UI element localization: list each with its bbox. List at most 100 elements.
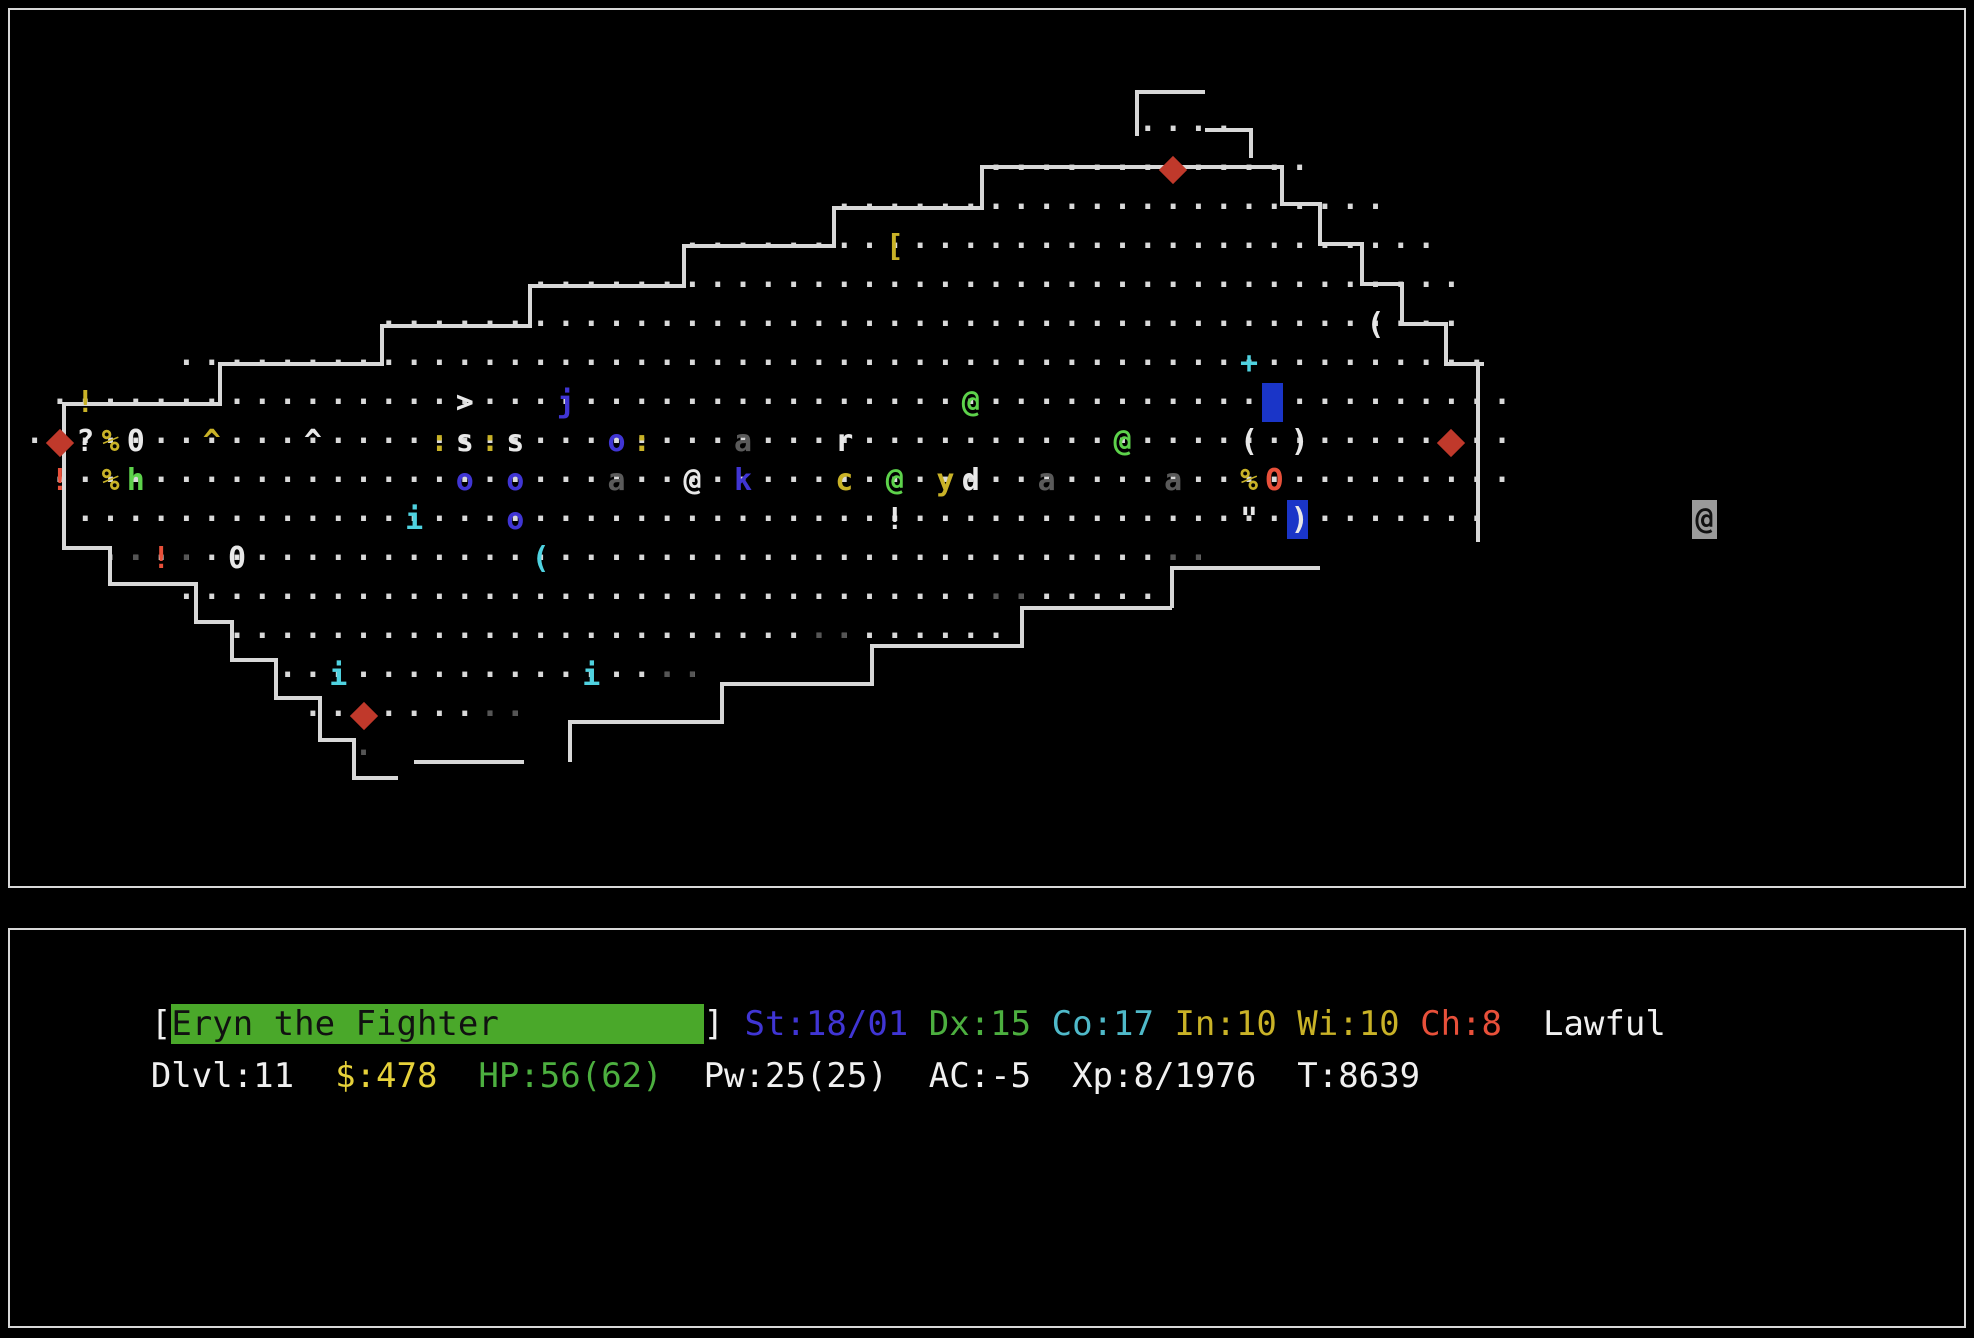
floor-tile[interactable]: · bbox=[658, 424, 677, 459]
floor-tile[interactable]: · bbox=[506, 502, 525, 537]
floor-tile-dim[interactable]: · bbox=[506, 697, 525, 732]
floor-tile[interactable]: · bbox=[1189, 424, 1208, 459]
floor-tile[interactable]: · bbox=[1113, 346, 1132, 381]
floor-tile[interactable]: · bbox=[1366, 424, 1385, 459]
spider[interactable]: s bbox=[506, 424, 525, 459]
floor-tile[interactable]: · bbox=[379, 541, 398, 576]
floor-tile[interactable]: · bbox=[961, 580, 980, 615]
floor-tile[interactable]: · bbox=[1265, 190, 1284, 225]
floor-tile[interactable]: · bbox=[835, 229, 854, 264]
floor-tile[interactable]: · bbox=[303, 385, 322, 420]
floor-tile[interactable]: · bbox=[1189, 502, 1208, 537]
floor-tile-dim[interactable]: · bbox=[354, 736, 373, 771]
floor-tile[interactable]: · bbox=[1265, 268, 1284, 303]
floor-tile[interactable]: · bbox=[354, 658, 373, 693]
floor-tile[interactable]: · bbox=[278, 424, 297, 459]
floor-tile[interactable]: · bbox=[607, 658, 626, 693]
floor-tile[interactable]: · bbox=[1315, 463, 1334, 498]
floor-tile[interactable]: · bbox=[734, 619, 753, 654]
floor-tile[interactable]: · bbox=[1113, 463, 1132, 498]
floor-tile[interactable]: · bbox=[885, 307, 904, 342]
floor-tile[interactable]: · bbox=[1366, 385, 1385, 420]
floor-tile[interactable]: · bbox=[885, 385, 904, 420]
floor-tile[interactable]: · bbox=[1240, 229, 1259, 264]
floor-tile[interactable]: · bbox=[1138, 307, 1157, 342]
floor-tile[interactable]: · bbox=[329, 541, 348, 576]
floor-tile[interactable]: · bbox=[1037, 307, 1056, 342]
food-item[interactable]: % bbox=[1240, 463, 1259, 498]
floor-tile[interactable]: · bbox=[1189, 385, 1208, 420]
floor-tile[interactable]: · bbox=[177, 463, 196, 498]
floor-tile[interactable]: · bbox=[531, 307, 550, 342]
floor-tile[interactable]: · bbox=[1088, 190, 1107, 225]
floor-tile[interactable]: · bbox=[683, 658, 702, 693]
floor-tile[interactable]: · bbox=[228, 541, 247, 576]
floor-tile[interactable]: · bbox=[961, 346, 980, 381]
floor-tile[interactable]: · bbox=[1189, 190, 1208, 225]
floor-tile[interactable]: · bbox=[1391, 385, 1410, 420]
floor-tile[interactable]: · bbox=[152, 502, 171, 537]
floor-tile[interactable]: · bbox=[1391, 502, 1410, 537]
floor-tile[interactable]: · bbox=[329, 619, 348, 654]
floor-tile[interactable]: · bbox=[556, 385, 575, 420]
floor-tile[interactable]: · bbox=[936, 541, 955, 576]
floor-tile[interactable]: · bbox=[1138, 112, 1157, 147]
floor-tile[interactable]: · bbox=[1189, 307, 1208, 342]
floor-tile[interactable]: · bbox=[734, 541, 753, 576]
floor-tile[interactable]: · bbox=[253, 580, 272, 615]
map-panel[interactable]: · · · · · · · · · · · · · · · · · · · · · · · · · · · · · · · · · · · · · · · ·… bbox=[8, 8, 1966, 888]
green-human[interactable]: @ bbox=[1113, 424, 1132, 459]
floor-tile[interactable]: · bbox=[379, 580, 398, 615]
floor-tile[interactable]: · bbox=[1062, 268, 1081, 303]
floor-tile[interactable]: · bbox=[784, 346, 803, 381]
floor-tile[interactable]: · bbox=[481, 580, 500, 615]
floor-tile[interactable]: · bbox=[1417, 502, 1436, 537]
floor-tile[interactable]: · bbox=[911, 463, 930, 498]
floor-tile[interactable]: · bbox=[911, 307, 930, 342]
floor-tile[interactable]: · bbox=[1315, 424, 1334, 459]
floor-tile[interactable]: · bbox=[860, 346, 879, 381]
floor-tile[interactable]: · bbox=[455, 580, 474, 615]
floor-tile[interactable]: · bbox=[784, 619, 803, 654]
human[interactable]: @ bbox=[683, 463, 702, 498]
floor-tile[interactable]: · bbox=[556, 580, 575, 615]
floor-tile[interactable]: · bbox=[405, 619, 424, 654]
floor-tile[interactable]: · bbox=[1113, 268, 1132, 303]
floor-tile[interactable]: · bbox=[506, 658, 525, 693]
floor-tile[interactable]: · bbox=[76, 502, 95, 537]
rat[interactable]: r bbox=[835, 424, 854, 459]
floor-tile[interactable]: · bbox=[708, 580, 727, 615]
floor-tile[interactable]: · bbox=[506, 580, 525, 615]
floor-tile[interactable]: · bbox=[1138, 580, 1157, 615]
floor-tile[interactable]: · bbox=[278, 502, 297, 537]
floor-tile[interactable]: · bbox=[506, 541, 525, 576]
floor-tile[interactable]: · bbox=[708, 307, 727, 342]
floor-tile[interactable]: · bbox=[987, 268, 1006, 303]
floor-tile[interactable]: · bbox=[809, 307, 828, 342]
floor-tile[interactable]: · bbox=[860, 541, 879, 576]
floor-tile[interactable]: · bbox=[759, 268, 778, 303]
floor-tile[interactable]: · bbox=[911, 268, 930, 303]
floor-tile[interactable]: · bbox=[632, 619, 651, 654]
scroll-item[interactable]: ? bbox=[76, 424, 95, 459]
floor-tile[interactable]: · bbox=[556, 463, 575, 498]
floor-tile[interactable]: · bbox=[582, 424, 601, 459]
gem-red[interactable] bbox=[349, 695, 378, 734]
floor-tile[interactable]: · bbox=[1113, 385, 1132, 420]
floor-tile[interactable]: · bbox=[430, 580, 449, 615]
floor-tile[interactable]: · bbox=[481, 463, 500, 498]
floor-tile[interactable]: · bbox=[936, 268, 955, 303]
dog[interactable]: d bbox=[961, 463, 980, 498]
floor-tile[interactable]: · bbox=[708, 385, 727, 420]
tool-item[interactable]: ( bbox=[531, 541, 550, 576]
floor-tile[interactable]: · bbox=[987, 424, 1006, 459]
floor-tile[interactable]: · bbox=[455, 502, 474, 537]
tool-item[interactable]: ( bbox=[1240, 424, 1259, 459]
floor-tile[interactable]: · bbox=[607, 502, 626, 537]
floor-tile[interactable]: · bbox=[1214, 502, 1233, 537]
floor-tile[interactable]: · bbox=[734, 502, 753, 537]
spider[interactable]: s bbox=[455, 424, 474, 459]
floor-tile[interactable]: · bbox=[531, 424, 550, 459]
floor-tile[interactable]: · bbox=[329, 424, 348, 459]
floor-tile[interactable]: · bbox=[1012, 541, 1031, 576]
